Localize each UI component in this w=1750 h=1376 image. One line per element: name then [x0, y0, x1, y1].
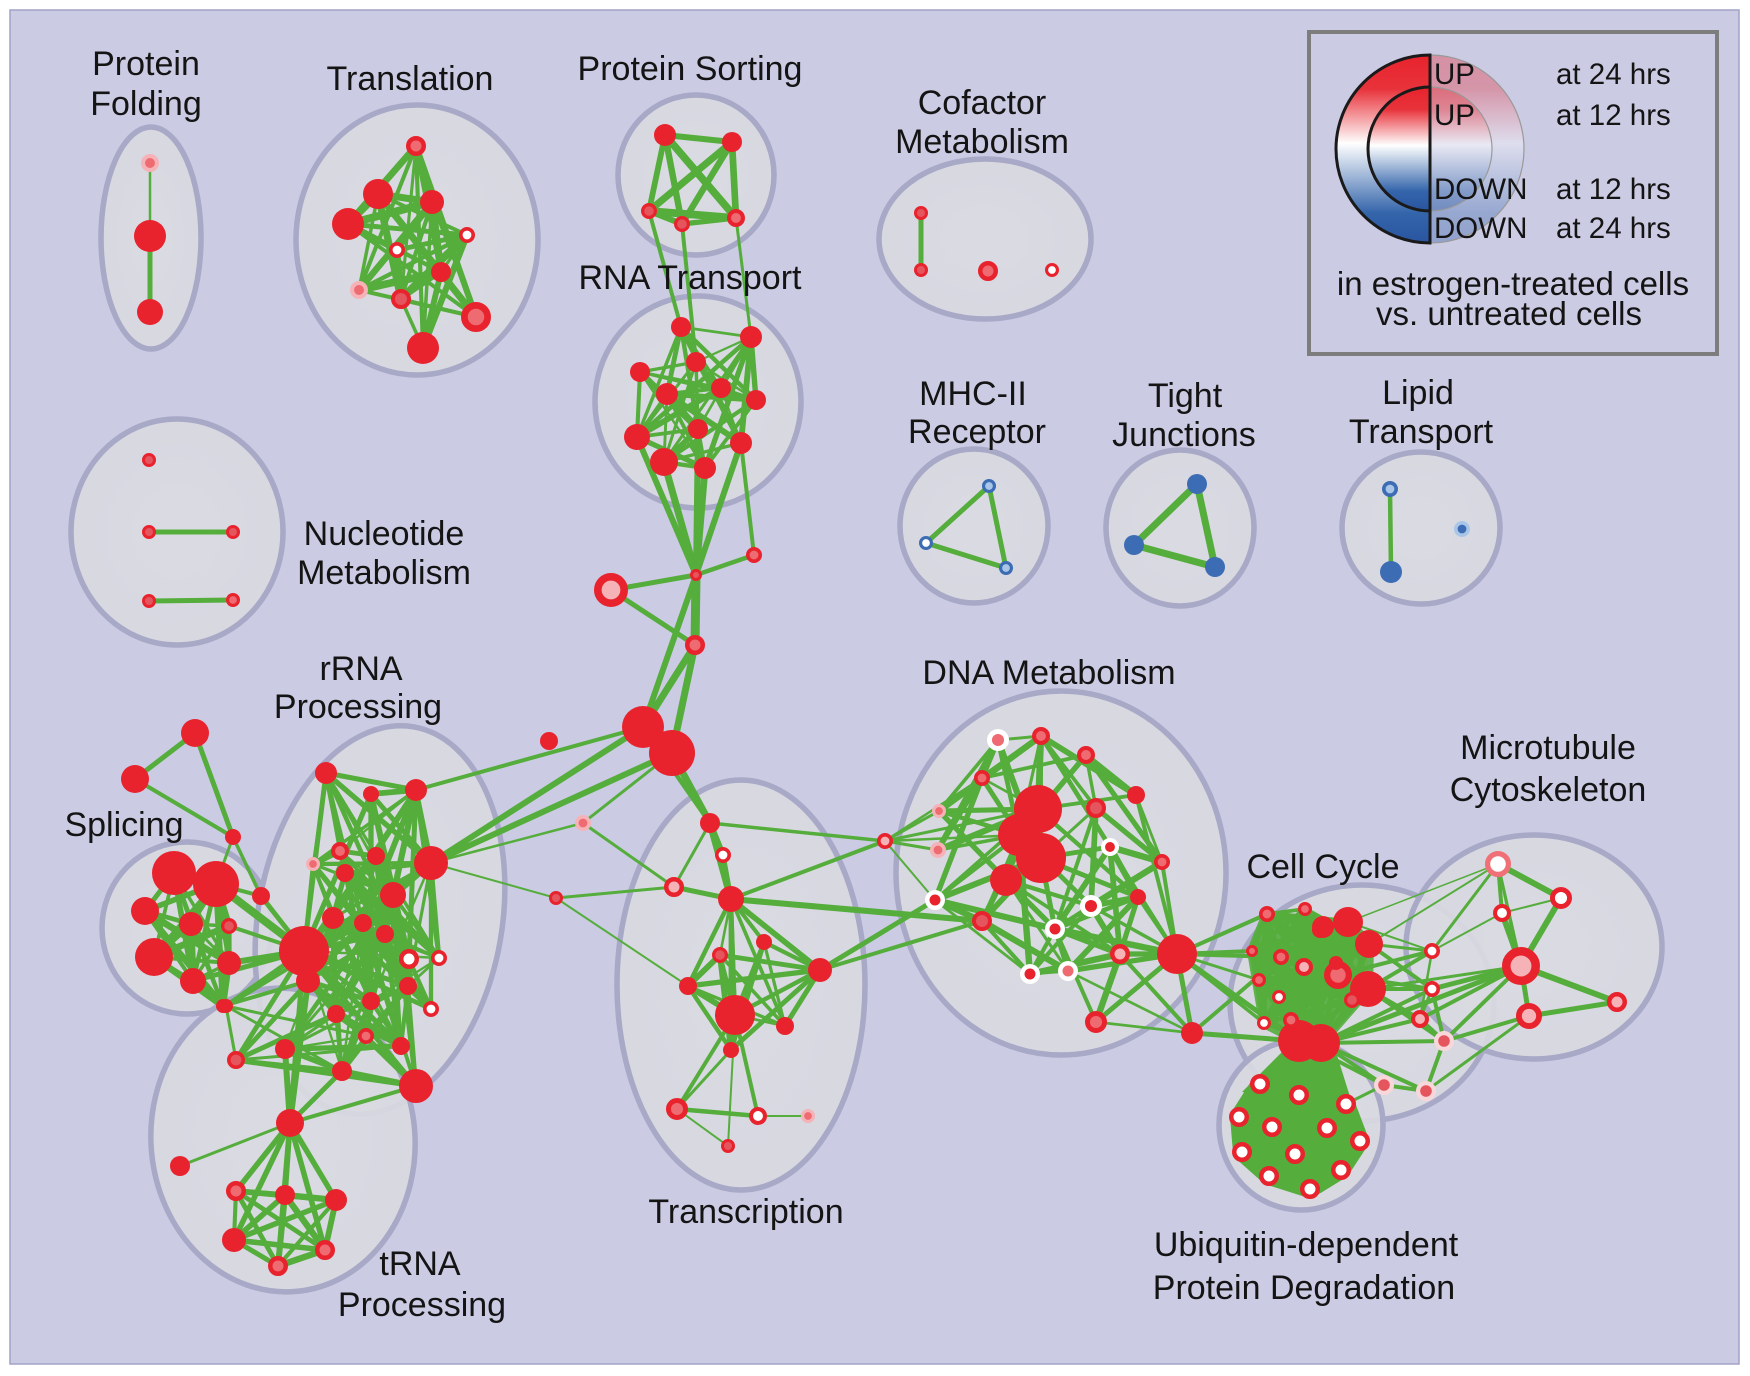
svg-text:Lipid: Lipid	[1382, 374, 1454, 412]
svg-text:Metabolism: Metabolism	[297, 554, 471, 592]
svg-text:at 24 hrs: at 24 hrs	[1556, 58, 1671, 91]
svg-text:at 24 hrs: at 24 hrs	[1556, 212, 1671, 245]
svg-text:Microtubule: Microtubule	[1460, 729, 1636, 767]
svg-text:Processing: Processing	[338, 1286, 506, 1324]
svg-text:rRNA: rRNA	[319, 650, 402, 688]
svg-text:Receptor: Receptor	[908, 413, 1046, 451]
svg-text:at 12 hrs: at 12 hrs	[1556, 99, 1671, 132]
svg-text:Splicing: Splicing	[64, 806, 183, 844]
svg-text:Protein Sorting: Protein Sorting	[578, 50, 803, 88]
svg-text:DNA Metabolism: DNA Metabolism	[922, 654, 1175, 692]
svg-text:Protein Degradation: Protein Degradation	[1153, 1269, 1455, 1307]
svg-text:DOWN: DOWN	[1434, 173, 1527, 206]
svg-text:in estrogen-treated cells: in estrogen-treated cells	[1337, 265, 1689, 302]
svg-text:Transcription: Transcription	[648, 1193, 843, 1231]
svg-text:Processing: Processing	[274, 688, 442, 726]
svg-text:Ubiquitin-dependent: Ubiquitin-dependent	[1154, 1226, 1459, 1264]
svg-text:UP: UP	[1434, 99, 1475, 132]
svg-text:UP: UP	[1434, 58, 1475, 91]
svg-text:Cofactor: Cofactor	[918, 84, 1047, 122]
svg-text:Protein: Protein	[92, 45, 200, 83]
svg-text:Metabolism: Metabolism	[895, 123, 1069, 161]
svg-text:Cell Cycle: Cell Cycle	[1246, 848, 1399, 886]
svg-text:vs. untreated cells: vs. untreated cells	[1376, 295, 1642, 332]
svg-text:Translation: Translation	[327, 60, 494, 98]
svg-text:Folding: Folding	[90, 85, 202, 123]
svg-text:Tight: Tight	[1148, 377, 1223, 415]
svg-text:Nucleotide: Nucleotide	[304, 515, 465, 553]
svg-text:Transport: Transport	[1349, 413, 1494, 451]
svg-text:Junctions: Junctions	[1112, 416, 1256, 454]
svg-text:MHC-II: MHC-II	[919, 375, 1027, 413]
svg-text:DOWN: DOWN	[1434, 212, 1527, 245]
svg-text:tRNA: tRNA	[379, 1245, 461, 1283]
svg-text:RNA Transport: RNA Transport	[579, 259, 803, 297]
svg-text:at 12 hrs: at 12 hrs	[1556, 173, 1671, 206]
svg-text:Cytoskeleton: Cytoskeleton	[1450, 771, 1647, 809]
